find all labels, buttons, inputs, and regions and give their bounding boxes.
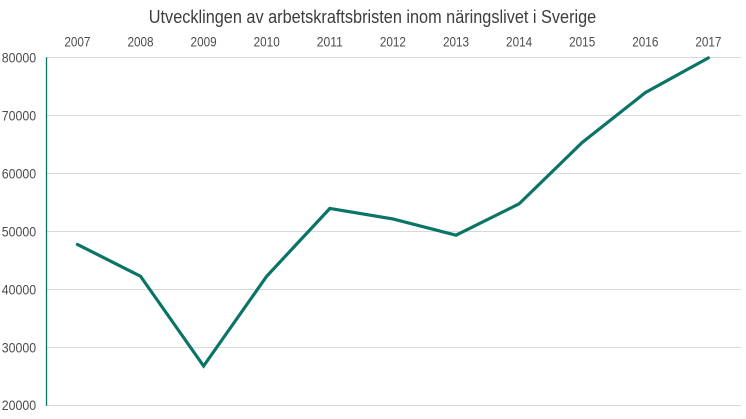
- x-axis-label: 2012: [380, 34, 406, 50]
- x-axis-label: 2010: [254, 34, 280, 50]
- y-gridlines: [46, 57, 741, 406]
- y-axis-label: 70000: [2, 108, 37, 124]
- y-axis-label: 40000: [2, 281, 37, 297]
- y-axis-label: 30000: [2, 339, 37, 355]
- x-axis-labels: 2007 2008 2009 2010 2011 2012 2013 2014 2015 2016…: [64, 34, 721, 50]
- series-line: [75, 56, 711, 369]
- x-axis-label: 2015: [569, 34, 595, 50]
- x-axis-label: 2017: [695, 34, 721, 50]
- y-axis-label: 80000: [2, 50, 37, 66]
- x-axis-label: 2009: [191, 34, 217, 50]
- y-axis-label: 20000: [2, 397, 37, 413]
- x-axis-label: 2011: [317, 34, 343, 50]
- y-axis-label: 60000: [2, 166, 37, 182]
- y-axis-labels: 80000 70000 60000 50000 40000 30000 20000: [2, 50, 37, 414]
- x-axis-label: 2016: [632, 34, 658, 50]
- x-axis-label: 2013: [443, 34, 469, 50]
- x-axis-label: 2008: [127, 34, 153, 50]
- y-axis-label: 50000: [2, 223, 37, 239]
- chart-title: Utvecklingen av arbetskraftsbristen inom…: [149, 7, 596, 27]
- x-axis-label: 2014: [506, 34, 532, 50]
- x-axis-label: 2007: [64, 34, 90, 50]
